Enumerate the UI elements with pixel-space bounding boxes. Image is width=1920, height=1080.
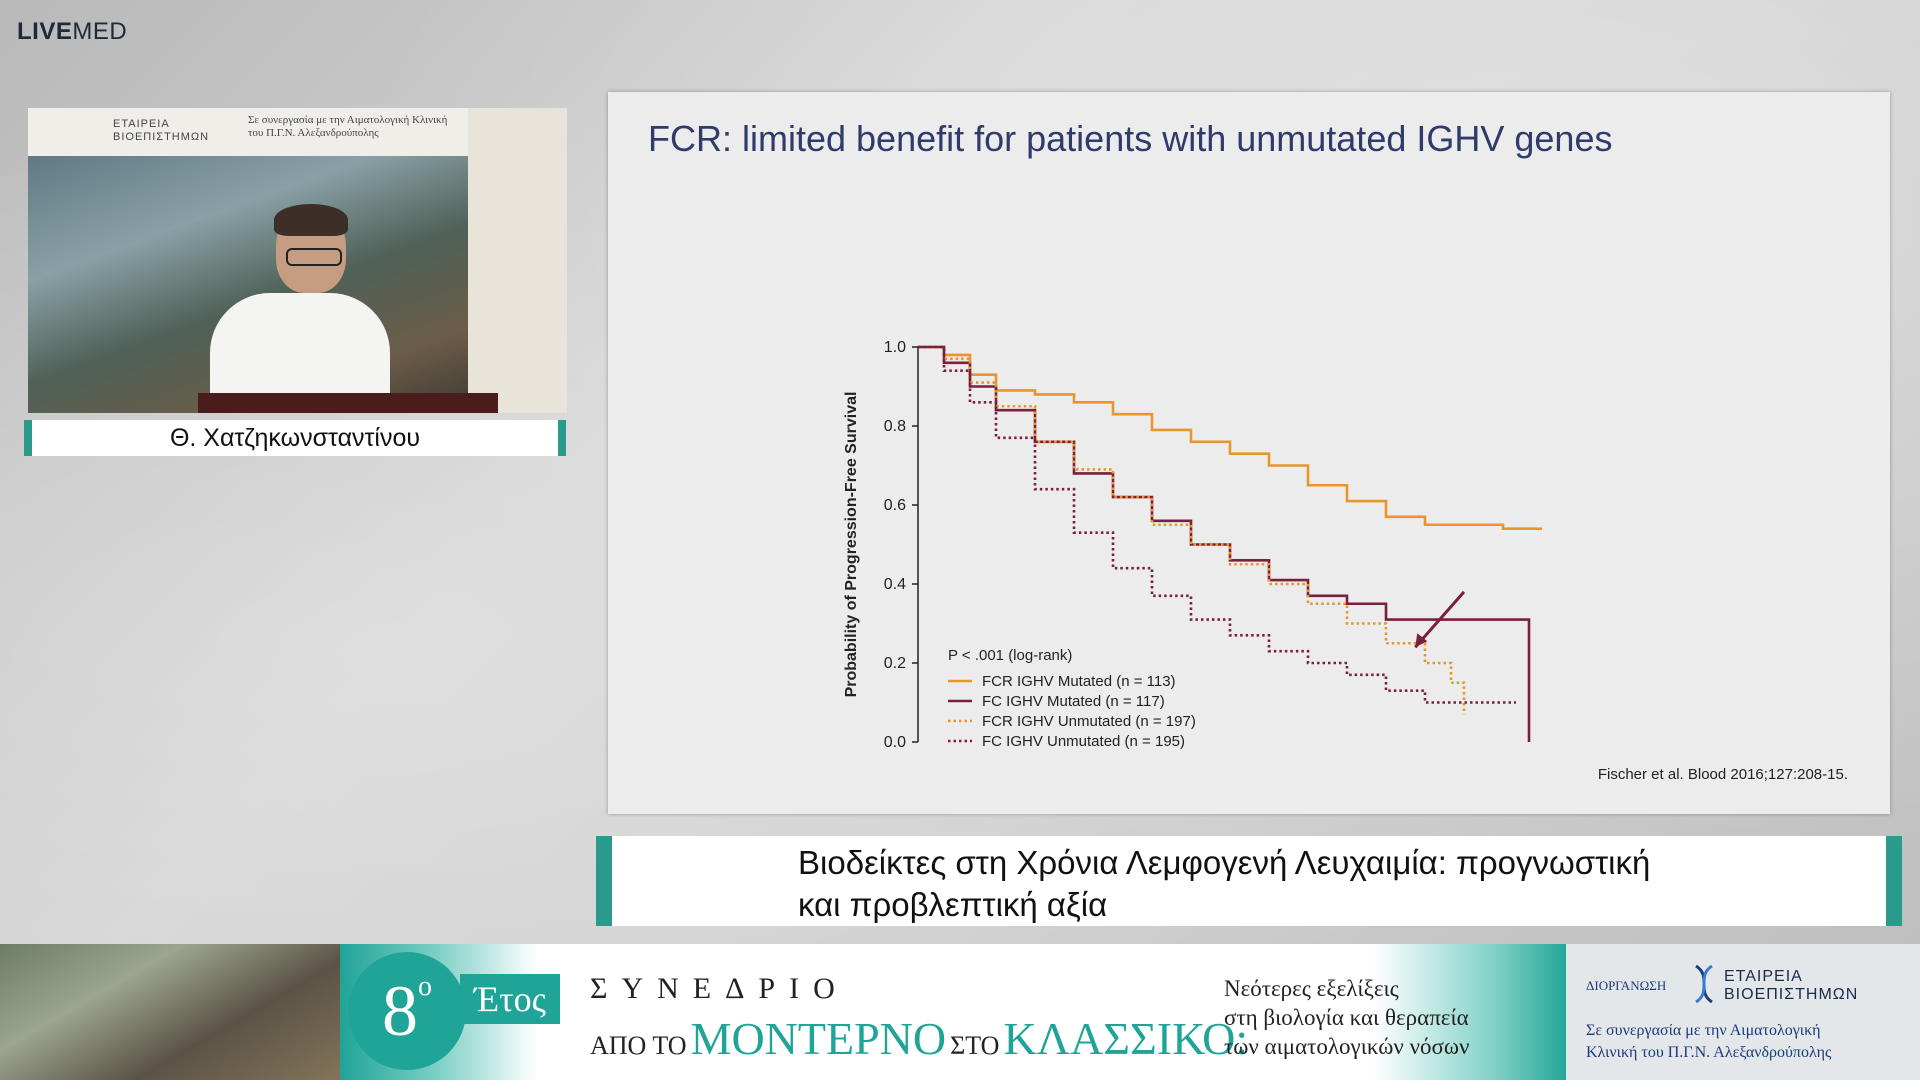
tagline-line-2: στη βιολογία και θεραπεία (1224, 1005, 1469, 1030)
series-line-2 (918, 345, 1466, 715)
synedrio-label: ΣΥΝΕΔΡΙΟ (590, 972, 849, 1005)
organizer-name: ΕΤΑΙΡΕΙΑ ΒΙΟΕΠΙΣΤΗΜΩΝ (1724, 968, 1858, 1004)
talk-title-line-1: Βιοδείκτες στη Χρόνια Λεμφογενή Λευχαιμί… (798, 844, 1651, 881)
y-tick-label: 0.8 (884, 418, 906, 435)
edition-suffix: ο (418, 971, 432, 1002)
logrank-annotation: P < .001 (log-rank) (948, 647, 1072, 664)
legend-entry: FCR IGHV Mutated (n = 113) (982, 673, 1176, 690)
speaker-glasses (286, 248, 342, 266)
slide-title: FCR: limited benefit for patients with u… (648, 118, 1613, 159)
arrow-head (1415, 633, 1428, 648)
tagline-line-3: των αιματολογικών νόσων (1224, 1034, 1470, 1059)
video-wall (468, 108, 567, 413)
speaker-video: ΕΤΑΙΡΕΙΑ ΒΙΟΕΠΙΣΤΗΜΩΝ Σε συνεργασία με τ… (28, 108, 567, 413)
talk-title-line-2: και προβλεπτική αξία (798, 886, 1108, 923)
footer-painting (0, 944, 380, 1080)
speaker-name-label: Θ. Χατζηκωνσταντίνου (24, 420, 566, 456)
talk-title: Βιοδείκτες στη Χρόνια Λεμφογενή Λευχαιμί… (798, 842, 1650, 926)
slide-citation: Fischer et al. Blood 2016;127:208-15. (1597, 766, 1848, 783)
y-tick-label: 0.0 (884, 734, 906, 751)
speaker-hair (274, 204, 348, 236)
livemed-logo: LIVEMED (17, 18, 127, 46)
pfs-chart: 0.00.20.40.60.81.0012243648607284MonthsP… (843, 339, 1542, 751)
logo-bold: LIVE (17, 18, 73, 45)
video-banner-org: ΕΤΑΙΡΕΙΑ ΒΙΟΕΠΙΣΤΗΜΩΝ (113, 118, 210, 143)
moderno: ΜΟΝΤΕΡΝΟ (690, 1013, 947, 1064)
sto: ΣΤΟ (950, 1031, 1000, 1060)
video-banner-collab: Σε συνεργασία με την Αιματολογική Κλινικ… (248, 114, 448, 139)
organizer-name-1: ΕΤΑΙΡΕΙΑ (1724, 968, 1803, 985)
organizer-block: ΔΙΟΡΓΑΝΩΣΗ ΕΤΑΙΡΕΙΑ ΒΙΟΕΠΙΣΤΗΜΩΝ Σε συνε… (1566, 944, 1920, 1080)
organizer-label: ΔΙΟΡΓΑΝΩΣΗ (1586, 978, 1667, 993)
presentation-slide: FCR: limited benefit for patients with u… (608, 92, 1890, 814)
series-line-3 (918, 345, 1516, 704)
y-axis-label: Probability of Progression-Free Survival (843, 392, 860, 698)
organizer-name-2: ΒΙΟΕΠΙΣΤΗΜΩΝ (1724, 986, 1859, 1003)
y-tick-label: 0.4 (884, 576, 906, 593)
y-tick-label: 1.0 (884, 339, 906, 356)
legend-entry: FCR IGHV Unmutated (n = 197) (982, 713, 1196, 730)
edition-badge: 8ο (348, 952, 466, 1070)
arrow-shaft (1414, 590, 1466, 649)
legend-entry: FC IGHV Mutated (n = 117) (982, 693, 1165, 710)
conference-name: ΑΠΟ ΤΟ ΜΟΝΤΕΡΝΟ ΣΤΟ ΚΛΑΣΣΙΚΟ: (590, 1012, 1248, 1065)
legend-entry: FC IGHV Unmutated (n = 195) (982, 733, 1185, 750)
collab-line-2: Κλινική του Π.Γ.Ν. Αλεξανδρούπολης (1586, 1044, 1832, 1061)
series-line-0 (918, 345, 1542, 530)
klassiko: ΚΛΑΣΣΙΚΟ: (1003, 1013, 1249, 1064)
y-tick-label: 0.6 (884, 497, 906, 514)
edition-number: 8 (382, 971, 418, 1051)
talk-title-bar: Βιοδείκτες στη Χρόνια Λεμφογενή Λευχαιμί… (596, 836, 1902, 926)
collab-line-1: Σε συνεργασία με την Αιματολογική (1586, 1022, 1821, 1039)
etos-label: Έτος (460, 974, 560, 1024)
organizer-collab: Σε συνεργασία με την Αιματολογική Κλινικ… (1586, 1020, 1831, 1064)
conference-footer: 8ο Έτος ΣΥΝΕΔΡΙΟ ΑΠΟ ΤΟ ΜΟΝΤΕΡΝΟ ΣΤΟ ΚΛΑ… (0, 944, 1920, 1080)
conference-tagline: Νεότερες εξελίξεις στη βιολογία και θερα… (1224, 974, 1469, 1061)
logo-light: MED (72, 18, 128, 45)
tagline-line-1: Νεότερες εξελίξεις (1224, 976, 1399, 1001)
dna-icon (1695, 964, 1713, 1004)
video-banner: ΕΤΑΙΡΕΙΑ ΒΙΟΕΠΙΣΤΗΜΩΝ Σε συνεργασία με τ… (28, 108, 468, 156)
y-tick-label: 0.2 (884, 655, 906, 672)
podium (198, 393, 498, 413)
apo-to: ΑΠΟ ΤΟ (590, 1031, 687, 1060)
